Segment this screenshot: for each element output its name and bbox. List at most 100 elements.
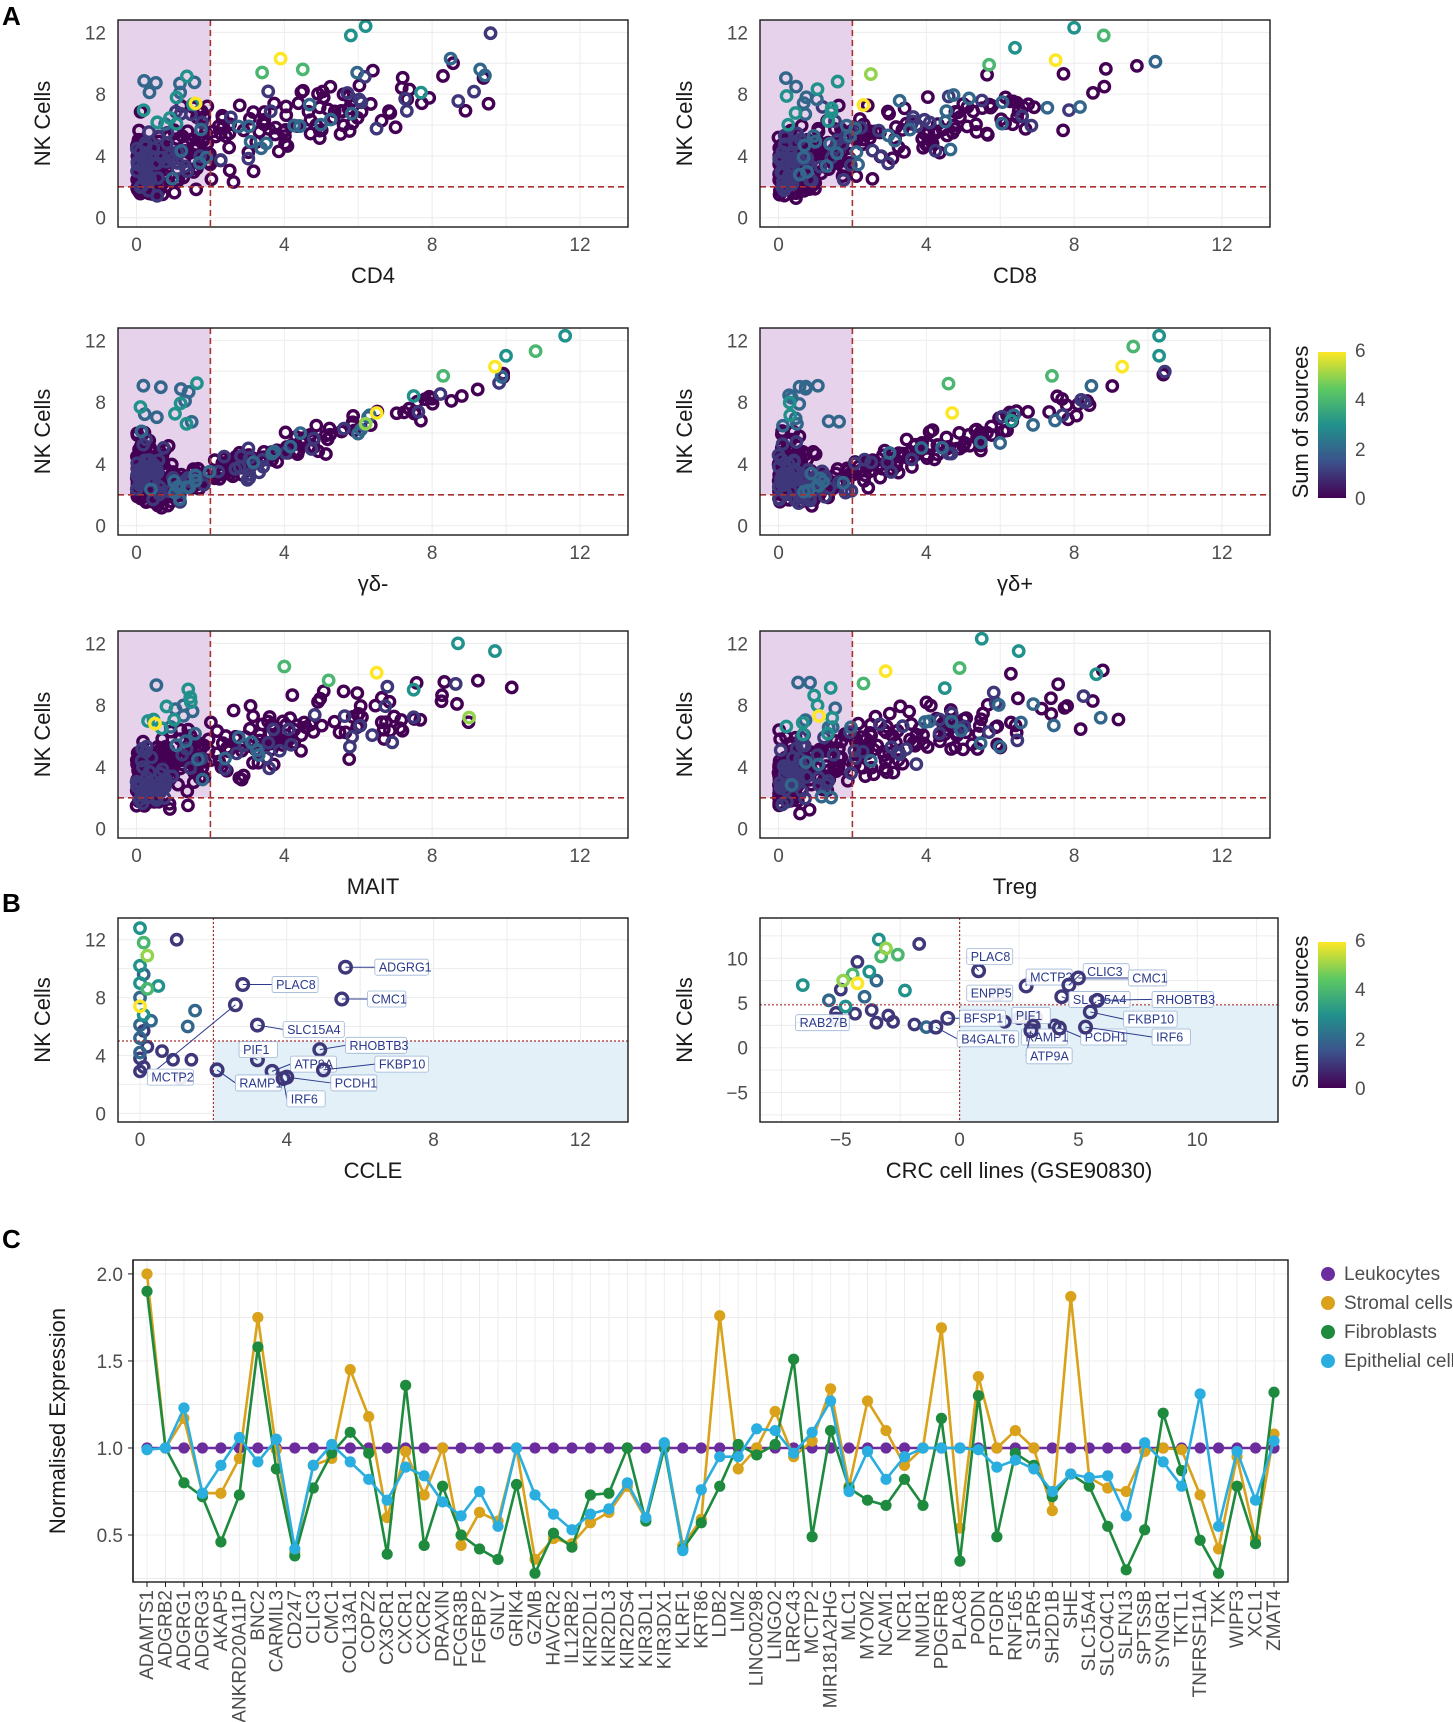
data-point <box>795 978 810 993</box>
data-point <box>261 735 276 750</box>
label-leader <box>1097 998 1153 1001</box>
data-point <box>956 742 970 757</box>
series-point <box>196 1487 209 1499</box>
series-point <box>621 1442 633 1454</box>
data-point <box>1111 712 1126 727</box>
series-point <box>1065 1442 1077 1454</box>
gene-label: FKBP10 <box>1128 1013 1175 1027</box>
y-axis-title: NK Cells <box>672 389 697 475</box>
data-point <box>242 467 257 482</box>
y-axis-title: NK Cells <box>672 81 697 167</box>
panel-letter-b: B <box>2 888 21 918</box>
x-tick-label: SH2D1B <box>1042 1590 1063 1664</box>
x-tick-label: NMUR1 <box>913 1590 934 1658</box>
series-point <box>1083 1480 1095 1492</box>
data-point <box>944 706 959 721</box>
data-point <box>242 111 257 126</box>
line-chart-C: 0.5 1.0 1.5 2.0 ADAMTS1ADGRB2ADGRG1ADGRG3AKA… <box>45 1259 1453 1722</box>
series-point <box>806 1531 818 1543</box>
y-tick-label: 12 <box>85 931 106 952</box>
series-point <box>658 1437 670 1449</box>
y-tick-label: 8 <box>95 85 106 106</box>
series-point <box>769 1405 781 1418</box>
points <box>771 20 1163 206</box>
data-point <box>294 85 309 99</box>
y-tick-label: 4 <box>95 758 106 779</box>
label-leader <box>282 1078 288 1099</box>
data-point <box>843 158 858 173</box>
gene-label: CLIC3 <box>1087 965 1122 979</box>
series-point <box>843 1485 855 1498</box>
series-point <box>1268 1435 1280 1447</box>
data-point <box>287 118 301 133</box>
label-box <box>374 958 429 976</box>
series-point <box>806 1426 818 1438</box>
data-point <box>255 65 270 80</box>
series-point <box>215 1487 227 1499</box>
data-point <box>136 935 151 950</box>
x-tick-label: GZMB <box>525 1590 546 1645</box>
label-box <box>1123 1010 1178 1028</box>
data-point <box>137 73 152 88</box>
data-point <box>1093 710 1108 725</box>
labeled-point <box>1023 1023 1039 1039</box>
data-point <box>908 735 923 750</box>
data-point <box>332 725 347 740</box>
scatter-chart-A4: 0 4 8 12 0 4 8 12 γδ+ NK Cells <box>672 327 1271 596</box>
series-point <box>880 1442 892 1454</box>
data-point <box>844 766 859 780</box>
legend-marker <box>1321 1325 1335 1339</box>
data-point <box>1013 715 1028 730</box>
data-point <box>283 439 298 454</box>
series-point <box>141 1285 153 1297</box>
data-point <box>188 726 202 741</box>
x-tick-label: 8 <box>1069 235 1080 256</box>
x-tick-label: 0 <box>773 543 784 564</box>
series-point <box>418 1442 430 1454</box>
x-tick-label: 4 <box>281 1130 292 1151</box>
data-point <box>991 698 1006 712</box>
series-point <box>1249 1494 1262 1506</box>
series-epithelial <box>141 1388 1280 1557</box>
y-tick-label: 8 <box>737 85 748 106</box>
data-point <box>159 773 173 787</box>
data-point <box>151 129 166 144</box>
data-point <box>191 461 205 476</box>
data-point <box>481 96 496 111</box>
gene-label: SLC15A4 <box>287 1023 341 1037</box>
series-point <box>529 1567 541 1579</box>
series-point <box>1139 1524 1151 1536</box>
labeled-point <box>940 1010 956 1026</box>
y-tick-label: 4 <box>737 147 748 168</box>
data-point <box>174 143 189 158</box>
data-point <box>863 753 878 768</box>
series-point <box>1046 1485 1058 1498</box>
series-point <box>400 1379 412 1391</box>
data-point <box>243 721 257 736</box>
x-tick-label: 12 <box>1211 235 1232 256</box>
x-tick-label: 8 <box>427 543 438 564</box>
data-point <box>992 739 1007 754</box>
data-point <box>153 380 168 395</box>
data-point <box>869 973 884 988</box>
x-tick-label: PLAC8 <box>950 1590 971 1650</box>
data-point <box>158 780 172 794</box>
x-tick-label: 4 <box>279 235 290 256</box>
data-point <box>145 457 160 471</box>
gene-label: ENPP5 <box>971 987 1012 1001</box>
data-point <box>483 26 498 41</box>
series-point <box>1157 1407 1169 1419</box>
series-point <box>547 1508 560 1520</box>
y-tick-label: 1.5 <box>97 1352 123 1373</box>
series-point <box>991 1461 1003 1473</box>
gene-label: IRF6 <box>291 1092 318 1106</box>
data-point <box>892 93 907 108</box>
series-point <box>880 1424 892 1437</box>
colorbar-a-tick-2: 2 <box>1355 440 1366 461</box>
data-point <box>811 757 826 772</box>
data-point <box>156 440 171 455</box>
data-point <box>345 415 360 430</box>
gene-labels: ADGRG1 PLAC8 CMC1 MCTP2 SLC15A4 RHOBTB3 PIF1 AT… <box>146 958 432 1108</box>
data-point <box>928 143 943 158</box>
data-point <box>946 88 961 102</box>
